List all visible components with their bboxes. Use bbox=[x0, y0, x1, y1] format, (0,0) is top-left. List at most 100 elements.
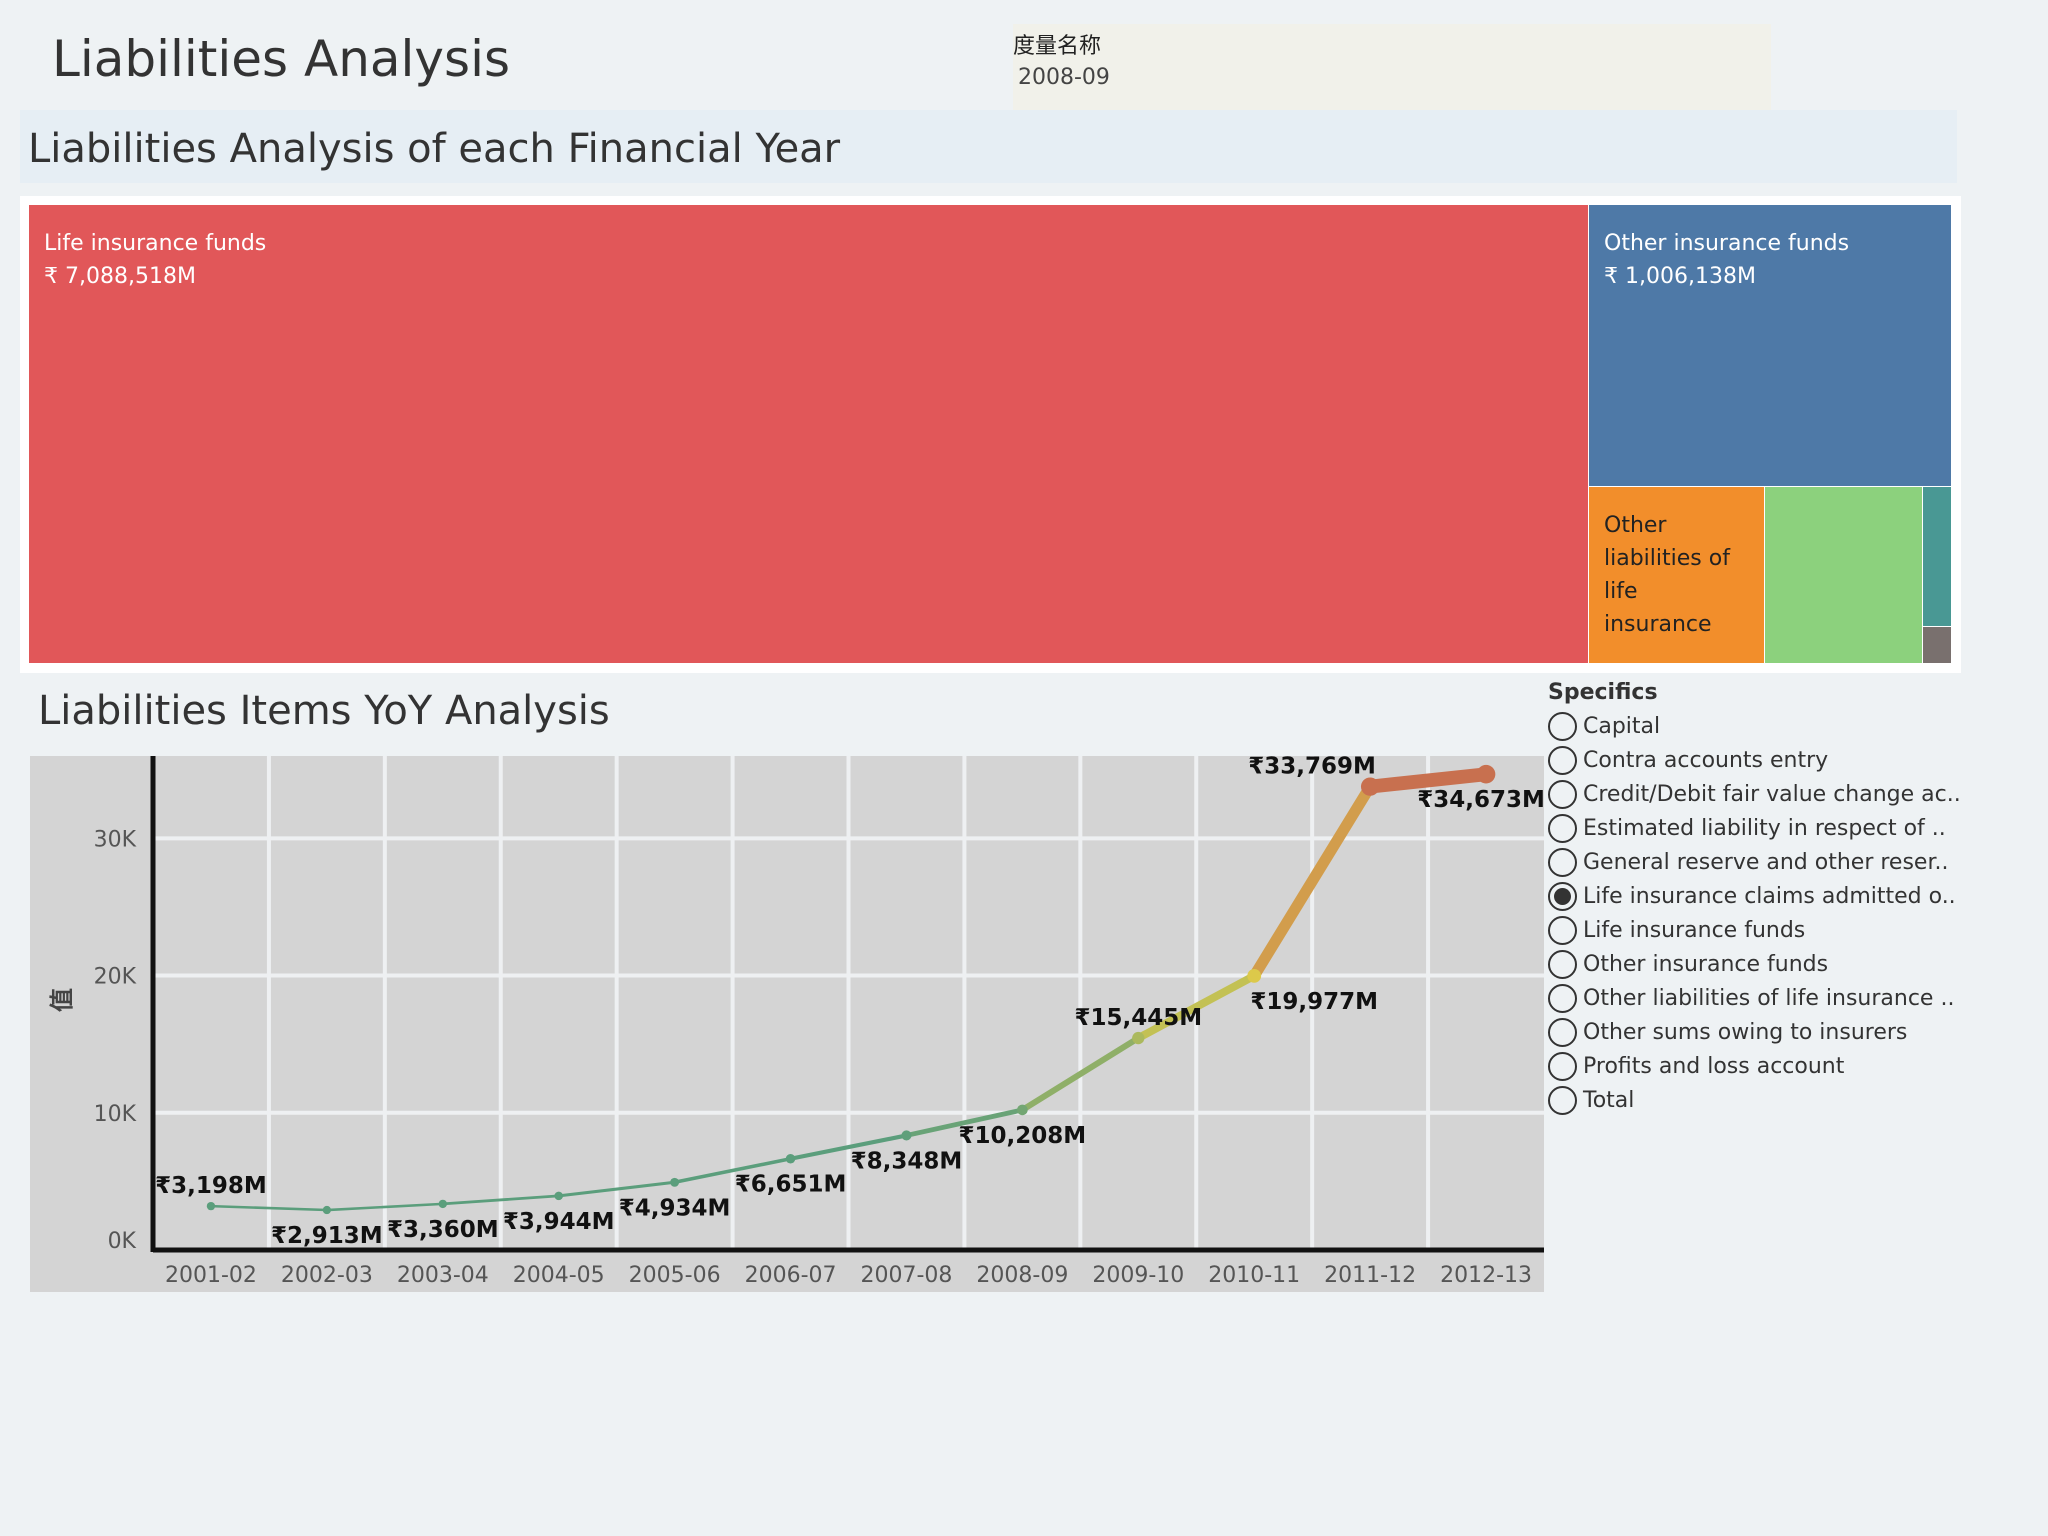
radio-icon[interactable] bbox=[1548, 813, 1577, 843]
legend-item[interactable]: Contra accounts entry bbox=[1548, 743, 1978, 777]
x-tick-label: 2012-13 bbox=[1440, 1263, 1532, 1288]
radio-icon[interactable] bbox=[1548, 745, 1577, 775]
treemap-title: Liabilities Analysis of each Financial Y… bbox=[28, 126, 841, 172]
line-segment bbox=[209, 1204, 329, 1212]
data-label: ₹3,944M bbox=[503, 1209, 615, 1235]
legend-title: Specifics bbox=[1548, 680, 1658, 705]
data-label: ₹15,445M bbox=[1074, 1005, 1202, 1031]
dashboard-title: Liabilities Analysis bbox=[52, 30, 511, 88]
legend-item-label: Life insurance funds bbox=[1583, 917, 1806, 943]
y-tick-label: 10K bbox=[94, 1102, 137, 1127]
tile-name-line: insurance bbox=[1604, 612, 1712, 637]
data-point bbox=[206, 1201, 216, 1211]
legend-item-label: General reserve and other reser.. bbox=[1583, 849, 1949, 875]
tile-name: Life insurance funds bbox=[44, 231, 267, 256]
legend-item-label: Other insurance funds bbox=[1583, 951, 1829, 977]
legend-item[interactable]: Other liabilities of life insurance .. bbox=[1548, 981, 1978, 1015]
radio-icon[interactable] bbox=[1548, 949, 1577, 979]
legend-item[interactable]: Credit/Debit fair value change ac.. bbox=[1548, 777, 1978, 811]
y-tick-label: 30K bbox=[94, 827, 137, 852]
legend-item[interactable]: Other sums owing to insurers bbox=[1548, 1015, 1978, 1049]
x-tick-label: 2006-07 bbox=[745, 1263, 837, 1288]
data-point bbox=[1132, 1031, 1145, 1045]
legend-item[interactable]: Total bbox=[1548, 1083, 1978, 1117]
treemap-tile-other-insurance-funds[interactable]: Other insurance funds ₹ 1,006,138M bbox=[1589, 205, 1951, 486]
line-segment bbox=[1363, 767, 1493, 794]
radio-icon[interactable] bbox=[1548, 1085, 1577, 1115]
tile-name-line: life bbox=[1604, 579, 1638, 604]
data-label: ₹19,977M bbox=[1250, 989, 1378, 1015]
y-axis-title: 值 bbox=[48, 988, 76, 1012]
data-label: ₹34,673M bbox=[1417, 787, 1545, 813]
legend-item[interactable]: Life insurance claims admitted o.. bbox=[1548, 879, 1978, 913]
legend-item[interactable]: Capital bbox=[1548, 709, 1978, 743]
radio-selected-icon[interactable] bbox=[1548, 881, 1577, 911]
line-segment bbox=[1134, 971, 1259, 1042]
treemap-tile-teal[interactable] bbox=[1923, 487, 1951, 626]
plot-background bbox=[30, 756, 1544, 1292]
x-tick-label: 2001-02 bbox=[165, 1263, 257, 1288]
line-segment bbox=[441, 1194, 561, 1206]
radio-icon[interactable] bbox=[1548, 711, 1577, 741]
radio-icon[interactable] bbox=[1548, 779, 1577, 809]
radio-icon[interactable] bbox=[1548, 915, 1577, 945]
radio-icon[interactable] bbox=[1548, 1051, 1577, 1081]
legend-item-label: Other liabilities of life insurance .. bbox=[1583, 985, 1955, 1011]
legend-item[interactable]: General reserve and other reser.. bbox=[1548, 845, 1978, 879]
data-label: ₹6,651M bbox=[735, 1172, 847, 1198]
data-label: ₹3,360M bbox=[387, 1217, 499, 1243]
tile-value: ₹ 1,006,138M bbox=[1604, 264, 1756, 289]
x-tick-label: 2002-03 bbox=[281, 1263, 373, 1288]
radio-icon[interactable] bbox=[1548, 1017, 1577, 1047]
line-segment bbox=[788, 1133, 909, 1161]
data-point bbox=[1247, 968, 1262, 983]
x-tick-label: 2010-11 bbox=[1208, 1263, 1300, 1288]
radio-icon[interactable] bbox=[1548, 983, 1577, 1013]
x-tick-label: 2007-08 bbox=[860, 1263, 952, 1288]
x-tick-label: 2003-04 bbox=[397, 1263, 489, 1288]
legend-item-label: Estimated liability in respect of .. bbox=[1583, 815, 1946, 841]
treemap-tile-other-liabilities[interactable]: Other liabilities of life insurance bbox=[1589, 487, 1764, 663]
specifics-legend: Specifics Capital Contra accounts entry Cr… bbox=[1548, 680, 1978, 1117]
legend-item-label: Other sums owing to insurers bbox=[1583, 1019, 1908, 1045]
data-label: ₹3,198M bbox=[155, 1173, 267, 1199]
x-tick-label: 2009-10 bbox=[1092, 1263, 1184, 1288]
data-label: ₹33,769M bbox=[1248, 754, 1376, 780]
data-label: ₹4,934M bbox=[619, 1195, 731, 1221]
x-tick-label: 2005-06 bbox=[629, 1263, 721, 1288]
data-label: ₹10,208M bbox=[959, 1123, 1087, 1149]
data-point bbox=[670, 1177, 680, 1187]
radio-icon[interactable] bbox=[1548, 847, 1577, 877]
legend-item-label: Credit/Debit fair value change ac.. bbox=[1583, 781, 1961, 807]
x-tick-label: 2004-05 bbox=[513, 1263, 605, 1288]
legend-item[interactable]: Other insurance funds bbox=[1548, 947, 1978, 981]
tile-name: Other insurance funds bbox=[1604, 231, 1850, 256]
data-label: ₹2,913M bbox=[271, 1223, 383, 1249]
line-segment bbox=[1019, 1035, 1142, 1113]
treemap-tile-gray[interactable] bbox=[1923, 627, 1951, 663]
legend-item-label: Life insurance claims admitted o.. bbox=[1583, 883, 1956, 909]
data-point bbox=[1476, 764, 1496, 784]
treemap-tile-green[interactable] bbox=[1765, 487, 1922, 663]
treemap-header bbox=[20, 110, 1957, 183]
tile-name-line: liabilities of bbox=[1604, 546, 1730, 571]
legend-item[interactable]: Profits and loss account bbox=[1548, 1049, 1978, 1083]
legend-item[interactable]: Life insurance funds bbox=[1548, 913, 1978, 947]
data-point bbox=[438, 1199, 447, 1209]
treemap-tile-life-insurance-funds[interactable]: Life insurance funds ₹ 7,088,518M bbox=[29, 205, 1588, 663]
line-segment bbox=[557, 1180, 677, 1198]
tile-value: ₹ 7,088,518M bbox=[44, 264, 196, 289]
tile-name-line: Other bbox=[1604, 513, 1667, 538]
line-segment bbox=[325, 1202, 445, 1212]
y-tick-label: 20K bbox=[94, 965, 137, 990]
filter-label: 度量名称 bbox=[1013, 34, 1102, 59]
data-point bbox=[785, 1153, 796, 1164]
legend-item[interactable]: Estimated liability in respect of .. bbox=[1548, 811, 1978, 845]
legend-item-label: Contra accounts entry bbox=[1583, 747, 1829, 773]
legend-item-label: Profits and loss account bbox=[1583, 1053, 1845, 1079]
filter-value[interactable]: 2008-09 bbox=[1018, 65, 1110, 90]
legend-item-label: Capital bbox=[1583, 713, 1661, 739]
x-tick-label: 2011-12 bbox=[1324, 1263, 1416, 1288]
line-segment bbox=[904, 1107, 1025, 1138]
